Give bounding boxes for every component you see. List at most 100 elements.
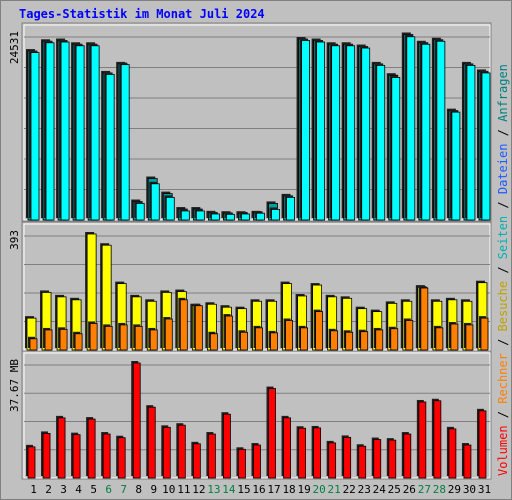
legend-item-dateien: Dateien <box>496 144 510 195</box>
bar-seiten <box>344 43 356 221</box>
bar-volumen <box>191 441 201 479</box>
bar-volumen <box>236 447 246 479</box>
day-5-visits <box>85 232 98 351</box>
day-25-volume <box>386 438 397 479</box>
panel-visits: 393 <box>8 221 492 352</box>
day-26-visits <box>400 299 414 351</box>
x-tick-label: 1 <box>30 483 37 496</box>
day-2-volume <box>41 431 51 479</box>
bar-rechner <box>193 303 203 351</box>
bar-volumen <box>161 425 171 479</box>
day-20-visits <box>310 283 324 351</box>
bar-rechner <box>268 330 278 351</box>
day-6-requests <box>101 70 115 221</box>
bar-volumen <box>341 435 352 479</box>
day-31-visits <box>475 280 489 351</box>
panel-requests: 24531 <box>8 22 492 222</box>
bar-volumen <box>416 399 427 479</box>
day-26-requests <box>401 32 416 221</box>
bar-seiten <box>434 39 446 221</box>
x-tick-label: 22 <box>343 483 356 496</box>
bar-rechner <box>328 328 339 351</box>
legend-separator: / <box>496 259 510 281</box>
day-25-visits <box>385 301 399 351</box>
day-10-visits <box>160 290 173 351</box>
day-12-visits <box>190 303 203 351</box>
day-8-visits <box>130 294 143 351</box>
legend-separator: / <box>496 331 510 353</box>
bar-volumen <box>71 432 81 479</box>
day-30-visits <box>460 299 474 351</box>
bar-rechner <box>388 326 399 351</box>
day-12-volume <box>191 441 201 479</box>
day-22-volume <box>341 435 352 479</box>
day-24-volume <box>371 437 382 479</box>
day-31-requests <box>476 69 491 221</box>
day-2-visits <box>40 290 53 351</box>
day-16-visits <box>250 299 263 351</box>
bar-rechner <box>88 321 98 351</box>
x-tick-label: 31 <box>478 483 491 496</box>
x-tick-label: 15 <box>237 483 250 496</box>
x-tick-label: 10 <box>162 483 175 496</box>
day-4-volume <box>71 432 81 479</box>
bar-rechner <box>133 324 143 351</box>
day-4-visits <box>70 297 83 351</box>
bar-rechner <box>448 322 459 351</box>
legend-item-seiten: Seiten <box>496 216 510 259</box>
day-23-visits <box>355 306 369 351</box>
day-3-requests <box>56 38 70 221</box>
legend-separator: / <box>496 194 510 216</box>
panel-visits-max-label: 393 <box>8 230 21 250</box>
bar-seiten <box>179 208 190 221</box>
day-20-requests <box>311 38 326 221</box>
bar-seiten <box>104 72 115 221</box>
x-tick-label: 17 <box>267 483 280 496</box>
bar-volumen <box>311 425 322 479</box>
legend-item-volumen: Volumen <box>496 425 510 476</box>
bar-rechner <box>298 325 308 351</box>
bar-volumen <box>146 405 156 479</box>
legend-item-besuche: Besuche <box>496 281 510 332</box>
bar-rechner <box>43 327 53 351</box>
day-19-volume <box>296 426 306 479</box>
bar-volumen <box>26 444 36 479</box>
day-1-requests <box>26 49 40 221</box>
legend: Volumen / Rechner / Besuche / Seiten / D… <box>496 64 510 476</box>
bar-seiten <box>164 195 175 221</box>
bar-seiten <box>479 70 491 221</box>
x-tick-label: 5 <box>90 483 97 496</box>
day-14-visits <box>220 305 233 351</box>
x-tick-label: 7 <box>120 483 127 496</box>
day-19-requests <box>296 37 310 221</box>
x-tick-label: 8 <box>135 483 142 496</box>
bar-rechner <box>223 314 233 351</box>
bar-volumen <box>206 432 216 479</box>
day-14-volume <box>221 412 231 479</box>
bar-volumen <box>266 386 276 479</box>
day-12-requests <box>191 207 205 221</box>
bar-seiten <box>149 181 160 221</box>
day-21-volume <box>326 440 337 479</box>
bar-rechner <box>28 336 38 351</box>
x-tick-label: 27 <box>418 483 431 496</box>
day-11-requests <box>176 207 190 221</box>
bar-seiten <box>89 43 100 221</box>
x-tick-label: 23 <box>358 483 371 496</box>
day-15-visits <box>235 306 248 351</box>
bar-seiten <box>254 211 265 221</box>
bar-seiten <box>449 110 461 221</box>
bar-volumen <box>131 361 141 479</box>
day-10-volume <box>161 425 171 479</box>
bar-volumen <box>116 435 126 479</box>
bar-rechner <box>73 331 83 351</box>
bar-volumen <box>446 426 457 479</box>
day-1-visits <box>25 316 38 351</box>
day-30-volume <box>461 443 472 479</box>
day-18-volume <box>281 415 291 479</box>
bar-volumen <box>281 415 291 479</box>
day-31-volume <box>476 408 487 479</box>
day-25-requests <box>386 73 401 221</box>
day-13-requests <box>206 210 220 221</box>
bar-rechner <box>148 327 158 351</box>
